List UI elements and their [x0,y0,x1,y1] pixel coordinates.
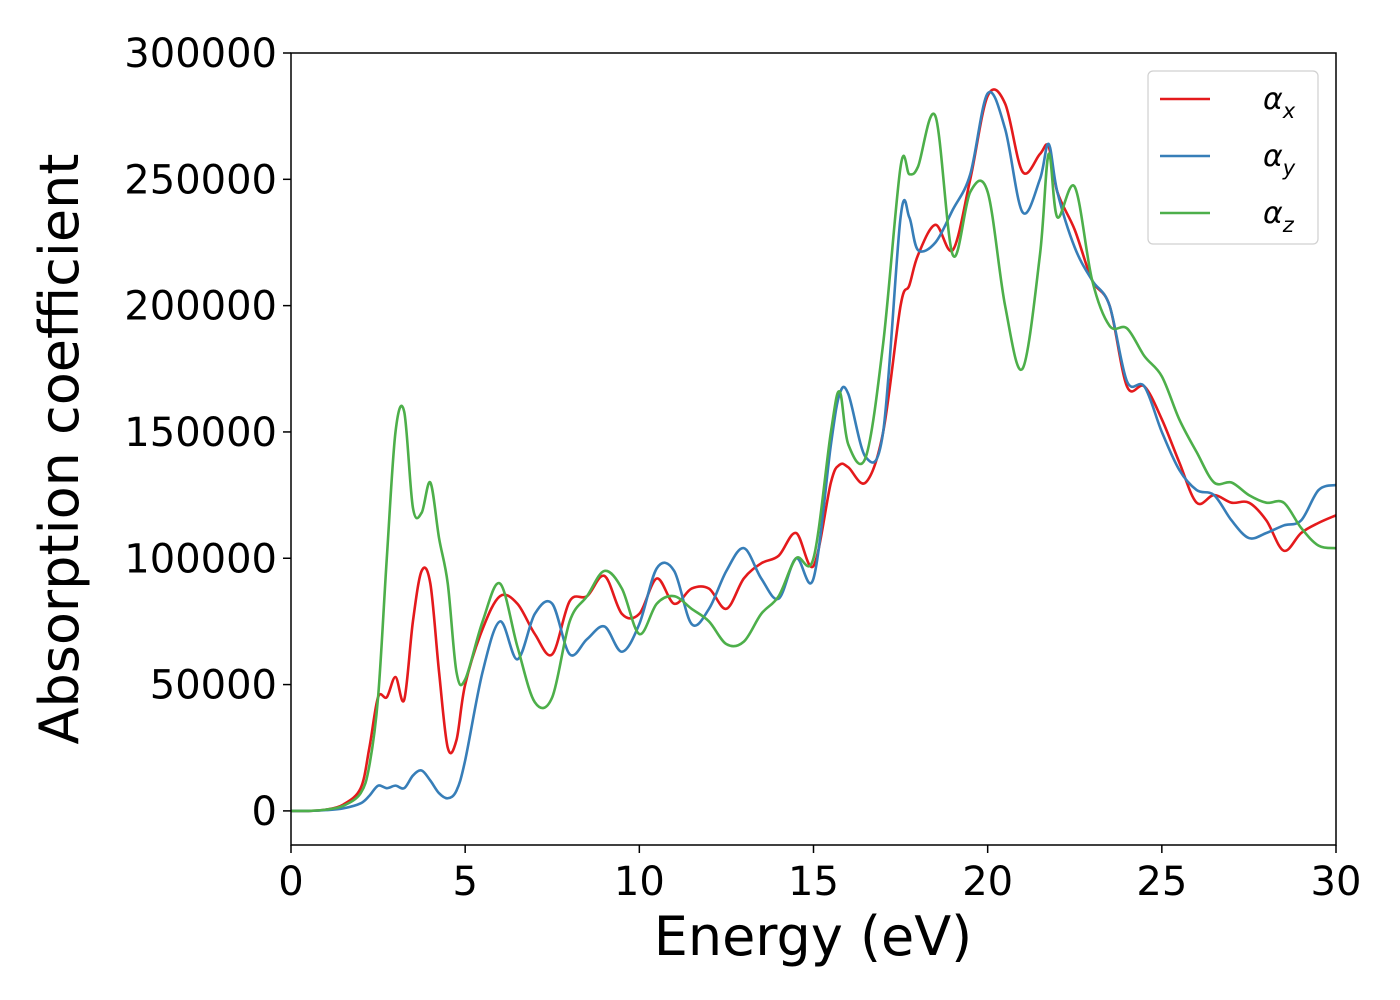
legend-label: αy [1263,139,1296,180]
legend-label: αz [1263,196,1295,237]
x-axis-label: Energy (eV) [654,905,973,968]
x-tick-label: 15 [788,859,839,905]
x-tick-label: 30 [1311,859,1362,905]
legend-label: αx [1263,82,1296,123]
y-tick-label: 200000 [124,284,277,330]
y-tick-label: 100000 [124,536,277,582]
plot-frame [290,52,1337,846]
legend-box [1147,70,1319,245]
x-tick-label: 0 [278,859,303,905]
x-tick-label: 25 [1136,859,1187,905]
x-tick-label: 20 [962,859,1013,905]
series-line [291,90,1336,813]
series-line [291,88,1336,813]
x-tick-label: 10 [614,859,665,905]
y-tick-label: 300000 [124,31,277,77]
series-line [291,112,1336,813]
y-tick-label: 150000 [124,410,277,456]
y-tick-label: 50000 [150,663,277,709]
x-tick-label: 5 [452,859,477,905]
y-axis-label: Absorption coefficient [28,154,91,745]
y-tick-label: 0 [252,789,277,835]
y-tick-label: 250000 [124,157,277,203]
